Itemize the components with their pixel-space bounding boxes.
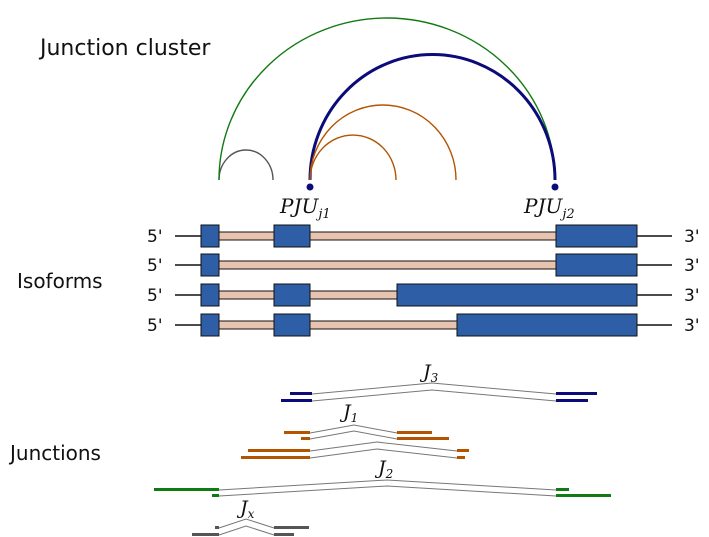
five-prime-label: 5' [147, 316, 163, 336]
exon [555, 224, 638, 248]
junction-arcs [218, 17, 557, 181]
pju-j2-label: PJUj2 [523, 194, 575, 222]
read-segment [457, 449, 469, 452]
gap-line [218, 485, 557, 497]
arc-j1-inner [309, 134, 397, 181]
exon [200, 224, 220, 248]
three-prime-label: 3' [684, 256, 700, 276]
five-prime-label: 5' [147, 286, 163, 306]
read-segment [281, 399, 312, 402]
gap-line [309, 441, 458, 452]
junction-j3: J3 [281, 361, 597, 402]
intron [309, 231, 557, 241]
j3-label: J3 [419, 361, 439, 385]
gap-line [311, 389, 557, 402]
exon [456, 313, 638, 337]
gap-line [218, 518, 275, 529]
isoforms-label: Isoforms [17, 269, 103, 293]
exon [396, 283, 638, 307]
read-segment [284, 431, 310, 434]
pju-j1-point [306, 183, 314, 191]
five-prime-label: 5' [147, 256, 163, 276]
gap-line [309, 424, 398, 434]
intron [309, 320, 458, 330]
exon [273, 283, 311, 307]
pju-j1-label: PJUj1 [279, 194, 331, 222]
junction-j1: J1 [241, 401, 469, 459]
read-segment [290, 392, 312, 395]
arc-j2 [218, 17, 556, 181]
exon [555, 253, 638, 277]
read-segment [556, 399, 588, 402]
j2-label: J2 [374, 457, 393, 481]
exon [273, 313, 311, 337]
read-segment [556, 392, 597, 395]
intron [218, 260, 557, 270]
read-segment [274, 526, 309, 529]
read-segment [248, 449, 310, 452]
intron [309, 290, 398, 300]
read-segment [154, 488, 219, 491]
three-prime-label: 3' [684, 227, 700, 247]
read-segment [241, 456, 310, 459]
read-segment [457, 456, 465, 459]
three-prime-label: 3' [684, 286, 700, 306]
junction-jx: Jx [192, 497, 309, 536]
gap-line [309, 430, 398, 440]
read-segment [397, 431, 432, 434]
exon [200, 283, 220, 307]
gap-line [218, 479, 557, 491]
arc-jx [218, 149, 274, 181]
pju-j2-point [551, 183, 559, 191]
read-segment [192, 533, 219, 536]
gap-line [311, 382, 557, 395]
j1-label: J1 [339, 401, 358, 425]
diagram-title: Junction cluster [38, 36, 211, 61]
gap-line [218, 525, 275, 536]
junctions-label: Junctions [8, 441, 101, 465]
exon [200, 313, 220, 337]
exon [273, 224, 311, 248]
read-segment [301, 437, 310, 440]
read-segment [397, 437, 449, 440]
arc-j1-outer [309, 104, 457, 181]
five-prime-label: 5' [147, 227, 163, 247]
isoform-4: 5' 3' [147, 313, 700, 337]
gap-line [309, 448, 458, 459]
intron [218, 290, 275, 300]
isoform-1: 5' 3' [147, 224, 700, 248]
jx-label: Jx [236, 497, 255, 521]
isoform-2: 5' 3' [147, 253, 700, 277]
intron [218, 231, 275, 241]
three-prime-label: 3' [684, 316, 700, 336]
exon [200, 253, 220, 277]
intron [218, 320, 275, 330]
isoform-3: 5' 3' [147, 283, 700, 307]
read-segment [556, 488, 569, 491]
junction-j2: J2 [154, 457, 611, 497]
read-segment [274, 533, 294, 536]
read-segment [212, 494, 219, 497]
read-segment [556, 494, 611, 497]
arc-j3 [308, 53, 557, 181]
read-segment [215, 526, 219, 529]
